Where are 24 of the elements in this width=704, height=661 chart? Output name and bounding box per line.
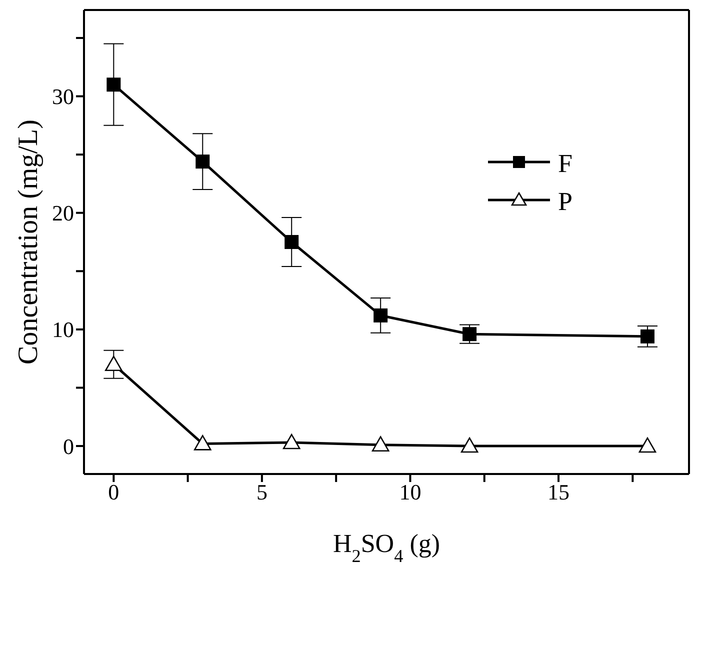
y-tick-label: 20 (52, 200, 74, 226)
point (106, 78, 121, 92)
point (640, 329, 654, 344)
point (284, 235, 299, 249)
x-tick-label: 15 (548, 480, 570, 505)
legend-label: P (558, 187, 572, 216)
point (196, 154, 210, 169)
x-tick-label: 10 (399, 480, 422, 505)
x-tick-label: 5 (256, 480, 268, 505)
point (460, 437, 478, 453)
y-tick-label: 0 (63, 434, 74, 459)
point (374, 308, 388, 322)
point (105, 356, 122, 372)
x-tick-label: 0 (108, 480, 120, 505)
point (462, 327, 477, 342)
x-axis-title: H$_{2}$SO$_{4}$ (g) (332, 529, 440, 566)
point (282, 434, 300, 450)
legend-label: F (558, 149, 572, 178)
y-axis-title: Concentration (mg/L) (13, 120, 44, 364)
y-tick-label: 10 (52, 317, 74, 342)
point (372, 436, 390, 452)
y-tick-label: 30 (52, 84, 74, 110)
point (194, 435, 212, 450)
point (638, 437, 656, 453)
